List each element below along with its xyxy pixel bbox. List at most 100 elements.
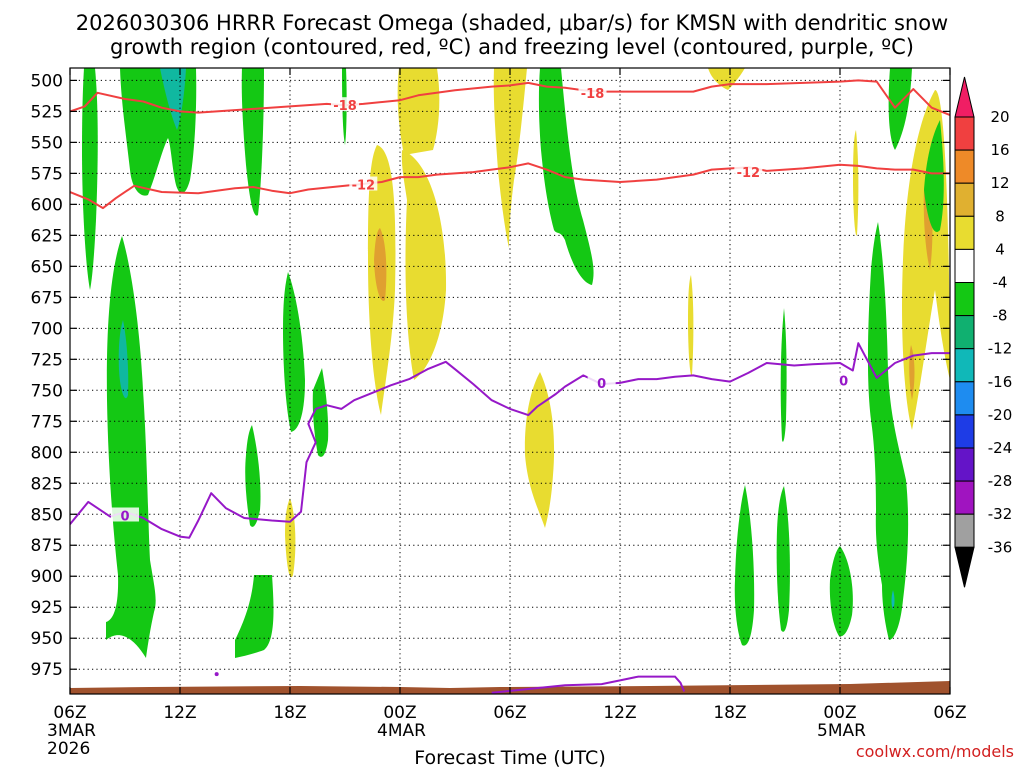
omega-negative-region bbox=[241, 68, 264, 216]
colorbar-label: -36 bbox=[988, 538, 1013, 556]
x-date-label: 3MAR bbox=[47, 721, 96, 741]
omega-negative-region bbox=[734, 485, 755, 646]
x-tick-label: 06Z bbox=[493, 703, 526, 723]
y-tick-label: 825 bbox=[31, 474, 63, 494]
y-tick-label: 725 bbox=[31, 350, 63, 370]
colorbar-swatch bbox=[954, 381, 975, 416]
omega-positive-region bbox=[285, 498, 296, 578]
colorbar-swatch bbox=[954, 315, 975, 350]
omega-positive-region bbox=[401, 150, 447, 380]
y-tick-label: 575 bbox=[31, 164, 63, 184]
colorbar-label: -16 bbox=[988, 373, 1013, 391]
freezing-level-surface-line bbox=[491, 675, 686, 694]
dendritic-contour-minus12-label-bg bbox=[349, 176, 378, 191]
y-tick-label: 850 bbox=[31, 505, 63, 525]
colorbar-label: 12 bbox=[990, 174, 1009, 192]
colorbar-label: -24 bbox=[988, 439, 1013, 457]
y-tick-label: 800 bbox=[31, 443, 63, 463]
omega-negative-region bbox=[245, 425, 261, 527]
freezing-level-contour-label: 0 bbox=[839, 374, 848, 389]
y-tick-label: 925 bbox=[31, 598, 63, 618]
freezing-level-dot bbox=[214, 672, 219, 677]
colorbar-swatch bbox=[954, 149, 975, 184]
omega-negative-region bbox=[891, 590, 895, 610]
y-tick-label: 550 bbox=[31, 133, 63, 153]
omega-negative-region bbox=[106, 236, 156, 658]
omega-positive-region bbox=[708, 68, 745, 90]
x-tick-label: 18Z bbox=[713, 703, 746, 723]
colorbar-label: -20 bbox=[988, 406, 1013, 424]
colorbar-label: 4 bbox=[995, 240, 1005, 258]
x-axis-label: Forecast Time (UTC) bbox=[414, 747, 605, 768]
dendritic-contour-minus12-label: -12 bbox=[352, 179, 376, 194]
colorbar-swatch bbox=[954, 116, 975, 151]
y-tick-label: 975 bbox=[31, 660, 63, 680]
omega-negative-region bbox=[283, 272, 305, 432]
chart-title-line1: 2026030306 HRRR Forecast Omega (shaded, … bbox=[76, 11, 948, 35]
omega-negative-region bbox=[829, 546, 853, 637]
y-tick-label: 600 bbox=[31, 195, 63, 215]
freezing-level-contour-label-bg bbox=[829, 372, 858, 387]
dendritic-contour-minus18-label-bg bbox=[331, 97, 359, 112]
chart-title-line2: growth region (contoured, red, ºC) and f… bbox=[110, 35, 914, 59]
colorbar-swatch bbox=[954, 447, 975, 482]
y-tick-label: 750 bbox=[31, 381, 63, 401]
colorbar-swatch bbox=[954, 513, 975, 548]
colorbar-label: -8 bbox=[993, 307, 1008, 325]
x-tick-label: 00Z bbox=[823, 703, 856, 723]
y-tick-label: 775 bbox=[31, 412, 63, 432]
freezing-level-contour-label: 0 bbox=[597, 377, 606, 392]
colorbar-label: -32 bbox=[988, 505, 1013, 523]
omega-positive-region bbox=[374, 228, 387, 301]
omega-positive-region bbox=[909, 345, 915, 400]
credit-text: coolwx.com/models bbox=[856, 742, 1014, 761]
colorbar-label: 16 bbox=[990, 141, 1009, 159]
x-tick-label: 12Z bbox=[603, 703, 636, 723]
x-tick-label: 12Z bbox=[163, 703, 196, 723]
colorbar-swatch bbox=[954, 215, 975, 250]
dendritic-contour-minus12-label-bg bbox=[734, 164, 763, 179]
omega-negative-region bbox=[888, 68, 912, 150]
x-date-label: 5MAR bbox=[817, 721, 866, 741]
omega-negative-region bbox=[776, 486, 790, 632]
omega-colorbar: 20 16 12 8 4 -4 -8 -12 -16 -20 -24 -28 -32 -36 bbox=[954, 76, 1013, 588]
y-tick-label: 875 bbox=[31, 536, 63, 556]
omega-positive-region bbox=[853, 130, 859, 236]
y-tick-label: 525 bbox=[31, 102, 63, 122]
plot-area: -18 -18 -12 -12 0 0 0 bbox=[70, 68, 950, 694]
colorbar-label: -4 bbox=[993, 274, 1008, 292]
omega-shading bbox=[70, 68, 950, 694]
omega-negative-region bbox=[780, 308, 787, 442]
colorbar-swatch bbox=[954, 182, 975, 217]
colorbar-swatch bbox=[954, 282, 975, 317]
omega-negative-region bbox=[160, 68, 186, 130]
colorbar-label: 20 bbox=[990, 108, 1009, 126]
y-tick-label: 950 bbox=[31, 629, 63, 649]
omega-negative-region bbox=[867, 222, 909, 640]
colorbar-swatch bbox=[954, 480, 975, 515]
y-tick-label: 500 bbox=[31, 71, 63, 91]
colorbar-label: -12 bbox=[988, 340, 1013, 358]
colorbar-label: -28 bbox=[988, 472, 1013, 490]
y-tick-label: 900 bbox=[31, 567, 63, 587]
temperature-contours: -18 -18 -12 -12 0 0 0 bbox=[70, 79, 950, 694]
freezing-level-contour-label-bg bbox=[587, 374, 616, 389]
dendritic-contour-minus12-label: -12 bbox=[737, 166, 761, 181]
x-date-label: 4MAR bbox=[377, 721, 426, 741]
y-tick-label: 625 bbox=[31, 226, 63, 246]
dotted-gridlines bbox=[70, 68, 950, 694]
x-tick-label: 18Z bbox=[273, 703, 306, 723]
y-tick-label: 675 bbox=[31, 288, 63, 308]
x-tick-label: 06Z bbox=[933, 703, 966, 723]
x-tick-label: 00Z bbox=[383, 703, 416, 723]
omega-negative-region bbox=[82, 68, 98, 290]
y-tick-label: 650 bbox=[31, 257, 63, 277]
dendritic-contour-minus18-label: -18 bbox=[581, 87, 605, 102]
pressure-axis: 500 525 550 575 600 625 650 675 700 725 750 775 800 8… bbox=[31, 71, 950, 680]
x-tick-label: 06Z bbox=[53, 703, 86, 723]
dendritic-contour-minus18-label: -18 bbox=[333, 99, 357, 114]
dendritic-contour-minus18-line bbox=[70, 79, 950, 117]
colorbar-label: 8 bbox=[995, 207, 1005, 225]
